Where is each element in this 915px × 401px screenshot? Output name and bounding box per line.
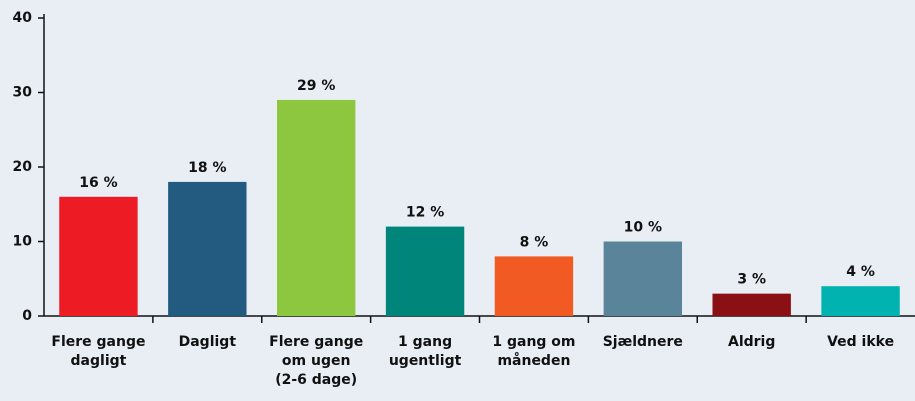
bar — [712, 293, 791, 316]
value-label: 4 % — [846, 264, 875, 280]
x-tick-label: Flere gange — [51, 334, 145, 350]
bar — [168, 181, 247, 316]
x-tick-label: Aldrig — [728, 334, 775, 350]
x-tick-label: Ved ikke — [827, 334, 894, 350]
x-tick-label: Flere gange — [269, 334, 363, 350]
value-label: 16 % — [79, 175, 117, 191]
x-tick-label: 1 gang — [398, 334, 452, 350]
bar — [276, 99, 356, 316]
x-tick-label: ugentligt — [389, 353, 462, 369]
y-tick-label: 0 — [22, 308, 32, 324]
value-label: 8 % — [520, 234, 549, 250]
x-tick-label: 1 gang om — [492, 334, 575, 350]
x-tick-label: dagligt — [71, 353, 127, 369]
x-tick-label: om ugen — [282, 353, 351, 369]
x-tick-label: måneden — [497, 352, 570, 369]
x-tick-label: Dagligt — [179, 334, 237, 350]
value-label: 10 % — [624, 220, 662, 236]
bar — [821, 286, 900, 316]
y-tick-label: 40 — [13, 10, 33, 26]
bar — [494, 256, 574, 316]
value-label: 29 % — [297, 78, 335, 94]
x-tick-label: (2-6 dage) — [275, 372, 357, 388]
x-tick-label: Sjældnere — [603, 334, 683, 350]
value-label: 18 % — [188, 160, 226, 176]
bar — [603, 241, 683, 316]
value-label: 3 % — [737, 272, 766, 288]
y-tick-label: 30 — [13, 85, 33, 101]
y-tick-label: 20 — [13, 159, 33, 175]
bar — [385, 226, 465, 316]
y-tick-label: 10 — [13, 234, 33, 250]
value-label: 12 % — [406, 205, 444, 221]
bar — [59, 196, 138, 316]
